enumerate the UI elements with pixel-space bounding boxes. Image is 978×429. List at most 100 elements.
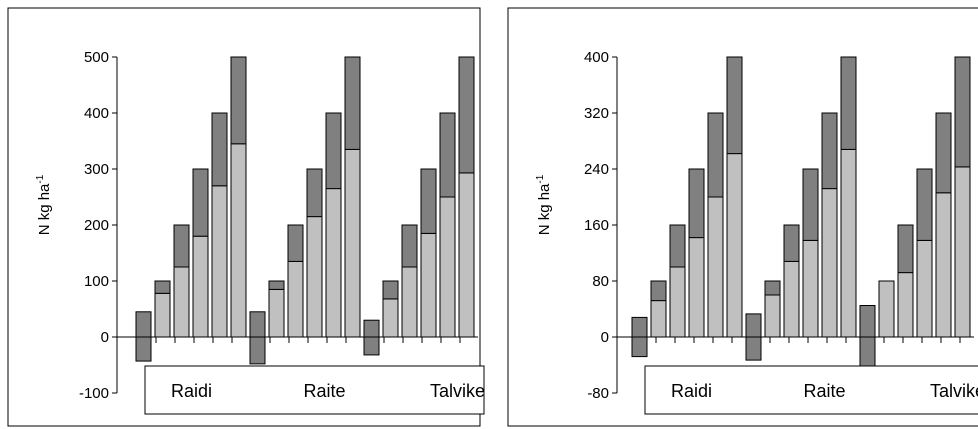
bar-dark-segment [897, 224, 914, 274]
y-tick-label: 0 [101, 329, 109, 346]
right-chart-frame [507, 7, 978, 427]
bar-dark-segment [458, 56, 475, 174]
bar-dark-segment [916, 168, 933, 241]
bar-dark-segment [306, 168, 323, 218]
bar-light-segment [230, 143, 247, 338]
y-tick-label: 80 [592, 273, 609, 290]
bar-light-segment [688, 237, 705, 338]
bar-dark-segment [745, 313, 762, 338]
bar-dark-segment [840, 56, 857, 150]
category-label-box [644, 365, 978, 415]
bar-dark-segment [650, 280, 667, 302]
bar-dark-segment [783, 224, 800, 262]
bar-light-segment [783, 260, 800, 338]
y-tick-label: 500 [84, 49, 109, 66]
bar-light-segment [669, 266, 686, 338]
group-label: Talvike [930, 381, 978, 401]
bar-dark-segment [420, 168, 437, 234]
bar-light-segment [211, 185, 228, 338]
bar-dark-segment [287, 224, 304, 262]
y-tick-label: -100 [79, 385, 109, 402]
bar-light-segment [821, 188, 838, 338]
right-chart: -80 0 80 160 240 320 400 Raidi Raite Talvike N kg … [535, 49, 978, 415]
y-tick-label: 240 [584, 161, 609, 178]
bar-light-segment [878, 280, 895, 338]
left-chart: -100 0 100 200 300 400 500 Raidi Raite Talvike N k… [35, 49, 485, 415]
y-tick-label: -80 [587, 385, 609, 402]
bar-light-segment [897, 272, 914, 338]
bar-light-segment [192, 235, 209, 338]
bar-light-segment [401, 266, 418, 338]
bar-light-segment [325, 188, 342, 338]
y-tick-label: 0 [601, 329, 609, 346]
bar-light-segment [306, 216, 323, 338]
bar-light-segment [420, 232, 437, 338]
bar-dark-segment [325, 112, 342, 190]
bar-dark-segment [135, 311, 152, 338]
bar-negative-segment [859, 336, 876, 369]
y-tick-label: 200 [84, 217, 109, 234]
y-axis-label: N kg ha-1 [35, 174, 53, 235]
bar-light-segment [935, 192, 952, 338]
bar-dark-segment [631, 316, 648, 338]
bar-dark-segment [802, 168, 819, 241]
bar-dark-segment [669, 224, 686, 268]
y-axis-label: N kg ha-1 [535, 174, 553, 235]
bar-dark-segment [173, 224, 190, 268]
bar-light-segment [382, 298, 399, 338]
bar-dark-segment [821, 112, 838, 190]
bar-dark-segment [707, 112, 724, 198]
bar-dark-segment [268, 280, 285, 290]
bar-dark-segment [764, 280, 781, 296]
bar-dark-segment [954, 56, 971, 168]
group-label: Raidi [671, 381, 712, 401]
bar-dark-segment [688, 168, 705, 239]
bar-negative-segment [631, 336, 648, 358]
bar-light-segment [840, 148, 857, 338]
bar-negative-segment [135, 336, 152, 362]
bar-light-segment [916, 239, 933, 338]
bar-light-segment [764, 294, 781, 338]
bar-light-segment [650, 300, 667, 338]
category-label-box [144, 365, 485, 415]
y-tick-label: 100 [84, 273, 109, 290]
bar-dark-segment [154, 280, 171, 294]
bar-light-segment [726, 153, 743, 338]
bar-dark-segment [401, 224, 418, 268]
bar-dark-segment [859, 305, 876, 338]
bar-light-segment [707, 196, 724, 338]
y-tick-label: 400 [84, 105, 109, 122]
bar-light-segment [344, 148, 361, 338]
bar-dark-segment [382, 280, 399, 300]
bar-light-segment [439, 196, 456, 338]
bar-negative-segment [745, 336, 762, 361]
bar-light-segment [268, 288, 285, 338]
y-tick-label: 160 [584, 217, 609, 234]
bar-dark-segment [211, 112, 228, 187]
y-tick-label: 400 [584, 49, 609, 66]
group-label: Raite [303, 381, 345, 401]
bar-dark-segment [935, 112, 952, 194]
y-tick-label: 320 [584, 105, 609, 122]
bar-dark-segment [344, 56, 361, 150]
bar-light-segment [287, 260, 304, 338]
bar-dark-segment [192, 168, 209, 237]
bar-dark-segment [249, 311, 266, 338]
group-label: Raite [803, 381, 845, 401]
bar-negative-segment [363, 336, 380, 356]
bar-light-segment [458, 172, 475, 338]
bar-light-segment [173, 266, 190, 338]
y-tick-label: 300 [84, 161, 109, 178]
bar-light-segment [954, 166, 971, 338]
bar-dark-segment [363, 319, 380, 338]
bar-negative-segment [249, 336, 266, 365]
bar-dark-segment [230, 56, 247, 145]
bar-dark-segment [726, 56, 743, 155]
group-label: Raidi [171, 381, 212, 401]
bar-dark-segment [439, 112, 456, 198]
bar-light-segment [154, 292, 171, 338]
bar-light-segment [802, 239, 819, 338]
group-label: Talvike [430, 381, 485, 401]
